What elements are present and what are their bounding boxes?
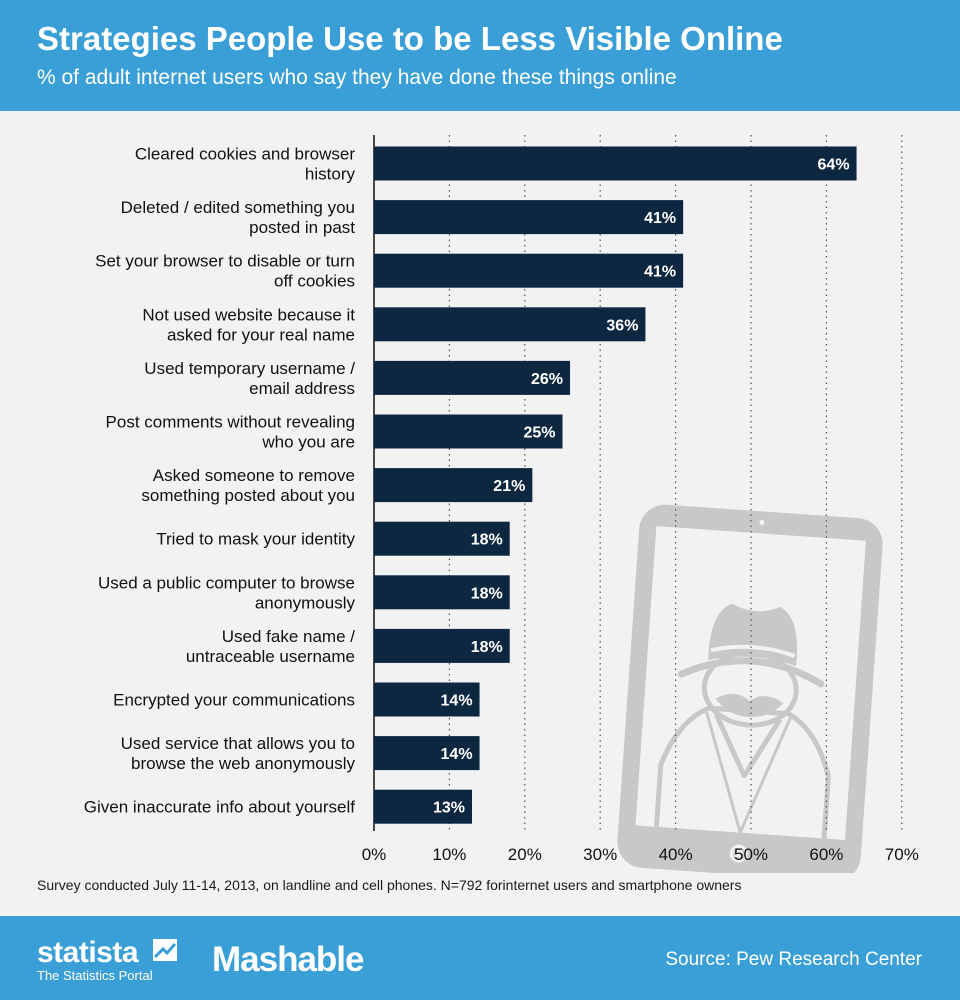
category-label: Given inaccurate info about yourself xyxy=(84,798,355,817)
survey-note: Survey conducted July 11-14, 2013, on la… xyxy=(37,877,742,893)
category-label-line: untraceable username xyxy=(186,647,355,666)
category-label-line: posted in past xyxy=(249,218,355,237)
category-label: Post comments without revealing who you a… xyxy=(106,413,355,452)
footer-banner: statista The Statistics Portal Mashable … xyxy=(0,916,960,1000)
bar xyxy=(374,146,857,181)
category-label: Asked someone to remove something posted … xyxy=(141,466,355,505)
category-label: Used fake name / untraceable username xyxy=(186,627,355,666)
bar-value-label: 14% xyxy=(441,693,473,710)
bar-value-label: 36% xyxy=(606,317,638,334)
category-label: Not used website because it asked for you… xyxy=(142,305,355,344)
category-label-line: anonymously xyxy=(255,593,356,612)
category-label: Cleared cookies and browser history xyxy=(135,145,356,184)
x-tick-label: 40% xyxy=(659,845,693,864)
category-label-line: Encrypted your communications xyxy=(113,691,355,710)
bar xyxy=(374,682,480,717)
category-label-line: Deleted / edited something you xyxy=(121,198,355,217)
chart-area: 64%41%41%36%26%25%21%18%18%18%14%14%13% … xyxy=(84,135,919,873)
bar-value-label: 25% xyxy=(523,425,555,442)
category-label-line: Set your browser to disable or turn xyxy=(95,252,355,271)
bar-value-label: 13% xyxy=(433,800,465,817)
bar-value-label: 64% xyxy=(818,157,850,174)
bar xyxy=(374,575,510,610)
bar xyxy=(374,200,684,235)
category-label: Used temporary username / email address xyxy=(144,359,355,398)
bar-value-label: 21% xyxy=(493,478,525,495)
category-label-line: Used fake name / xyxy=(222,627,356,646)
bar-value-label: 41% xyxy=(644,210,676,227)
category-label: Tried to mask your identity xyxy=(156,530,355,549)
category-label-line: asked for your real name xyxy=(167,325,355,344)
bar-value-label: 18% xyxy=(471,532,503,549)
bar-value-label: 18% xyxy=(471,585,503,602)
statista-logo-mark-icon xyxy=(153,939,177,961)
category-label-line: Used service that allows you to xyxy=(121,734,355,753)
category-label-line: Used temporary username / xyxy=(144,359,355,378)
category-label: Encrypted your communications xyxy=(113,691,355,710)
category-label-line: who you are xyxy=(261,433,355,452)
category-label-line: off cookies xyxy=(274,272,355,291)
bar-value-label: 26% xyxy=(531,371,563,388)
bar xyxy=(374,307,646,342)
category-label-line: browse the web anonymously xyxy=(131,754,355,773)
category-label-line: Tried to mask your identity xyxy=(156,530,355,549)
category-label: Set your browser to disable or turn off c… xyxy=(95,252,355,291)
category-label-line: Cleared cookies and browser xyxy=(135,145,356,164)
category-label-line: email address xyxy=(249,379,355,398)
category-label: Deleted / edited something you posted in … xyxy=(121,198,356,237)
x-tick-label: 70% xyxy=(885,845,919,864)
bar xyxy=(374,736,480,771)
tablet-spy-icon xyxy=(617,504,883,873)
bar xyxy=(374,468,533,503)
bar xyxy=(374,414,563,449)
source-credit: Source: Pew Research Center xyxy=(665,949,922,970)
statista-tagline: The Statistics Portal xyxy=(37,968,153,983)
category-label: Used service that allows you to browse th… xyxy=(121,734,356,773)
category-label-line: Given inaccurate info about yourself xyxy=(84,798,355,817)
bar xyxy=(374,521,510,556)
x-tick-label: 0% xyxy=(362,845,387,864)
bar-value-label: 41% xyxy=(644,264,676,281)
bar xyxy=(374,789,473,824)
bar-value-label: 14% xyxy=(441,746,473,763)
category-label-line: Not used website because it xyxy=(142,305,355,324)
header-banner: Strategies People Use to be Less Visible… xyxy=(0,0,960,111)
x-tick-label: 10% xyxy=(432,845,466,864)
category-label-line: Asked someone to remove xyxy=(153,466,355,485)
bar xyxy=(374,253,684,288)
category-label-line: history xyxy=(305,165,356,184)
statista-logo[interactable]: statista xyxy=(37,936,139,969)
bar xyxy=(374,360,571,395)
chart-subtitle: % of adult internet users who say they h… xyxy=(37,66,677,89)
chart-title: Strategies People Use to be Less Visible… xyxy=(37,20,783,57)
category-label-line: something posted about you xyxy=(141,486,355,505)
x-tick-label: 50% xyxy=(734,845,768,864)
bar xyxy=(374,628,510,663)
x-tick-label: 30% xyxy=(583,845,617,864)
category-label-line: Post comments without revealing xyxy=(106,413,355,432)
bar-value-label: 18% xyxy=(471,639,503,656)
category-label: Used a public computer to browse anonymou… xyxy=(98,573,356,612)
x-tick-label: 20% xyxy=(508,845,542,864)
x-tick-label: 60% xyxy=(809,845,843,864)
category-label-line: Used a public computer to browse xyxy=(98,573,355,592)
mashable-logo[interactable]: Mashable xyxy=(212,940,364,979)
